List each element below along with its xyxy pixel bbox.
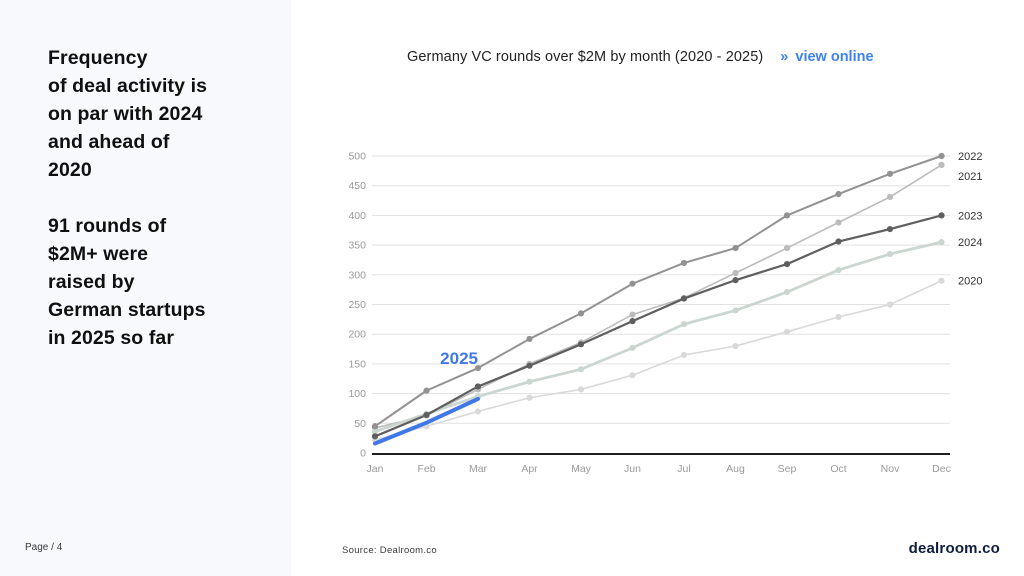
series-line-2022 — [374, 155, 943, 428]
data-point-2020 — [938, 277, 945, 284]
data-point-2024 — [629, 344, 636, 351]
data-point-2022 — [783, 212, 791, 219]
data-point-2023 — [577, 341, 585, 348]
data-point-2020 — [732, 342, 739, 350]
x-tick-label: Jan — [367, 463, 384, 475]
series-line-2025 — [373, 396, 480, 446]
data-point-2024 — [526, 378, 533, 385]
data-point-2024 — [680, 321, 688, 328]
data-point-2020 — [783, 328, 791, 335]
y-tick-label: 350 — [348, 240, 366, 252]
data-point-2023 — [474, 383, 482, 390]
data-point-2023 — [423, 411, 430, 419]
x-tick-label: Jul — [677, 463, 690, 475]
data-point-2024 — [732, 307, 739, 314]
series-end-label-2020: 2020 — [958, 276, 982, 288]
data-point-2023 — [629, 318, 636, 325]
data-point-2020 — [835, 313, 842, 321]
y-tick-label: 200 — [348, 329, 366, 341]
data-point-2022 — [371, 423, 379, 430]
data-point-2023 — [783, 261, 791, 268]
data-point-2022 — [938, 152, 945, 160]
data-point-2020 — [629, 372, 636, 379]
data-point-2023 — [886, 225, 894, 233]
data-point-2020 — [680, 351, 688, 359]
data-point-2020 — [526, 394, 533, 401]
y-tick-label: 50 — [354, 418, 366, 430]
x-tick-label: Apr — [521, 463, 538, 475]
data-point-2022 — [474, 364, 482, 372]
data-point-2022 — [423, 387, 430, 394]
y-tick-label: 450 — [348, 180, 366, 192]
x-tick-label: Sep — [778, 463, 797, 475]
line-chart: 0 50 100 150 200 250 300 350 400 450 500 Jan Feb Mar A… — [348, 151, 982, 476]
data-point-2022 — [886, 170, 894, 177]
data-point-2022 — [526, 335, 533, 343]
view-online-link[interactable]: » view online — [780, 49, 873, 65]
y-tick-label: 150 — [348, 358, 366, 370]
data-point-2023 — [835, 238, 842, 245]
data-point-2023 — [680, 295, 688, 302]
series-line-2021 — [374, 164, 943, 429]
chart-header: Germany VC rounds over $2M by month (202… — [407, 49, 874, 65]
y-tick-label: 500 — [348, 151, 366, 163]
data-point-2021 — [886, 193, 894, 201]
data-point-2024 — [783, 288, 791, 296]
series-end-label-2022: 2022 — [958, 151, 982, 163]
x-tick-label: May — [571, 463, 592, 475]
data-point-2023 — [526, 362, 533, 369]
left-panel: Frequency of deal activity is on par wit… — [0, 0, 291, 576]
y-tick-label: 100 — [348, 388, 366, 400]
double-chevron-right-icon: » — [780, 49, 789, 65]
data-point-2023 — [938, 212, 945, 219]
x-tick-label: Dec — [932, 463, 951, 475]
series-end-label-2023: 2023 — [958, 210, 982, 222]
data-point-2021 — [629, 311, 636, 318]
data-point-2022 — [835, 190, 842, 198]
slide-subheadline: 91 rounds of $2M+ were raised by German … — [48, 215, 206, 349]
dealroom-logo: dealroom.co — [908, 540, 1000, 557]
y-tick-label: 400 — [348, 210, 366, 222]
series-end-label-2024: 2024 — [958, 237, 982, 249]
y-tick-label: 0 — [360, 448, 366, 460]
view-online-label: view online — [795, 49, 874, 65]
x-tick-label: Mar — [469, 463, 488, 475]
data-point-2023 — [371, 433, 379, 440]
x-tick-label: Nov — [881, 463, 900, 475]
data-point-2020 — [474, 408, 482, 415]
data-point-2024 — [577, 366, 585, 373]
chart-title: Germany VC rounds over $2M by month (202… — [407, 49, 764, 65]
data-point-2024 — [371, 428, 379, 435]
series-end-label-2021: 2021 — [958, 171, 982, 183]
data-point-2020 — [886, 301, 894, 308]
series-line-2024 — [373, 240, 943, 434]
data-point-2020 — [577, 386, 585, 393]
series-line-2023 — [373, 214, 943, 438]
data-point-2021 — [783, 244, 791, 252]
page-number: Page / 4 — [25, 542, 63, 553]
data-point-2021 — [835, 219, 842, 226]
x-tick-label: Aug — [726, 463, 745, 475]
y-tick-label: 300 — [348, 269, 366, 281]
data-point-2024 — [835, 266, 842, 274]
data-point-2022 — [629, 280, 636, 287]
data-point-2023 — [732, 277, 739, 284]
data-point-2024 — [886, 250, 894, 258]
slide-headline: Frequency of deal activity is on par wit… — [48, 47, 208, 181]
x-tick-label: Oct — [830, 463, 846, 475]
source-attribution: Source: Dealroom.co — [342, 545, 437, 556]
data-point-2022 — [732, 244, 739, 252]
data-point-2021 — [938, 161, 945, 169]
inline-series-label-2025: 2025 — [440, 349, 478, 368]
data-point-2024 — [938, 239, 945, 246]
data-point-2022 — [680, 259, 688, 267]
x-tick-label: Feb — [417, 463, 435, 475]
x-tick-label: Jun — [624, 463, 641, 475]
series-line-2020 — [374, 279, 943, 441]
y-tick-label: 250 — [348, 299, 366, 311]
data-point-2021 — [732, 269, 739, 277]
data-point-2022 — [577, 310, 585, 317]
